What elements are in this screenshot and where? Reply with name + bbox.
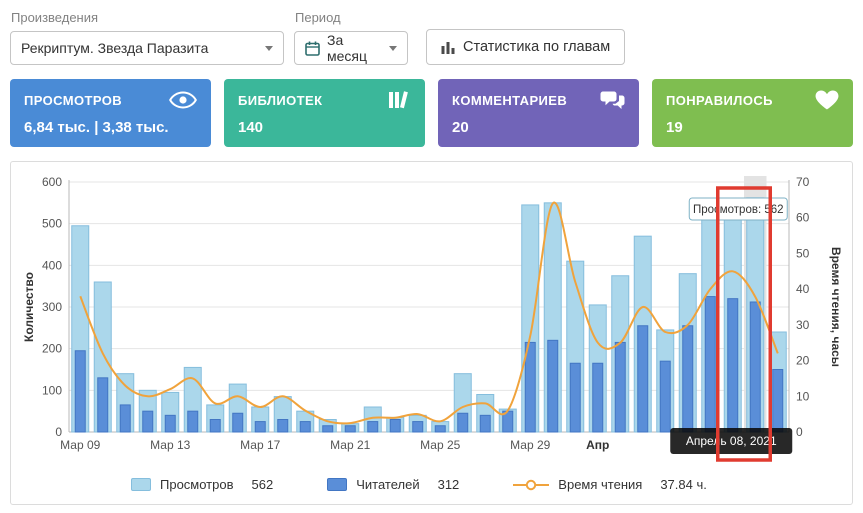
views-tooltip [688, 197, 788, 221]
heart-icon [815, 90, 839, 110]
period-select[interactable]: За месяц [294, 31, 408, 65]
readers-swatch [327, 478, 348, 491]
y-axis-left-title: Количество [22, 272, 36, 342]
svg-text:500: 500 [42, 217, 62, 231]
svg-text:60: 60 [796, 211, 810, 225]
views-card-title: ПРОСМОТРОВ [24, 92, 123, 108]
readers-bars[interactable] [74, 296, 784, 433]
legend-reading-time-label: Время чтения [558, 477, 643, 492]
legend-views-value: 562 [251, 477, 274, 492]
library-icon [388, 91, 411, 109]
svg-text:300: 300 [42, 300, 62, 314]
legend-readers-label: Читателей [356, 477, 420, 492]
svg-text:70: 70 [796, 175, 810, 189]
reading-time-line [79, 201, 779, 425]
x-tick-label: Мар 29 [510, 438, 550, 452]
views-card-value: 6,84 тыс. | 3,38 тыс. [24, 119, 169, 136]
x-tick-label: Мар 13 [150, 438, 190, 452]
chart-svg[interactable]: 0 100 200 300 400 500 600 0 10 20 30 40 50 60 70 Мар 09… [19, 170, 844, 466]
chart-panel: 0 100 200 300 400 500 600 0 10 20 30 40 50 60 70 Мар 09… [10, 161, 853, 505]
stat-card-libraries: БИБЛИОТЕК 140 [224, 79, 425, 147]
x-tick-label: Мар 09 [60, 438, 100, 452]
views-swatch [131, 478, 151, 491]
date-tooltip [670, 428, 793, 454]
stat-cards-row: ПРОСМОТРОВ 6,84 тыс. | 3,38 тыс. БИБЛИОТ… [0, 65, 863, 147]
views-tooltip-text: Просмотров: 562 [693, 204, 784, 216]
chart-legend: Просмотров 562 Читателей 312 Время чтени… [19, 477, 844, 492]
svg-text:30: 30 [796, 318, 810, 332]
svg-text:20: 20 [796, 354, 810, 368]
legend-item-reading-time[interactable]: Время чтения 37.84 ч. [513, 477, 707, 492]
likes-card-value: 19 [666, 119, 683, 136]
legend-readers-value: 312 [437, 477, 460, 492]
comments-card-title: КОММЕНТАРИЕВ [452, 92, 568, 108]
works-control: Произведения Рекриптум. Звезда Паразита [10, 8, 284, 65]
comments-card-value: 20 [452, 119, 469, 136]
libraries-card-value: 140 [238, 119, 264, 136]
eye-icon [169, 91, 197, 109]
calendar-icon [305, 41, 320, 56]
date-tooltip-text: Апрель 08, 2021 [686, 434, 777, 448]
svg-text:0: 0 [55, 425, 62, 439]
y-axis-right-title: Время чтения, часы [829, 247, 843, 367]
legend-views-label: Просмотров [160, 477, 234, 492]
works-select[interactable]: Рекриптум. Звезда Паразита [10, 31, 284, 65]
likes-card-title: ПОНРАВИЛОСЬ [666, 92, 773, 108]
spacer-label [427, 8, 625, 24]
comments-icon [600, 91, 625, 110]
views-bars[interactable] [71, 197, 787, 433]
svg-text:0: 0 [796, 425, 803, 439]
libraries-card-title: БИБЛИОТЕК [238, 92, 323, 108]
x-tick-label: Мар 25 [420, 438, 460, 452]
red-annotation-rect [716, 186, 772, 462]
filters-bar: Произведения Рекриптум. Звезда Паразита … [0, 0, 863, 65]
svg-text:400: 400 [42, 258, 62, 272]
x-tick-label: Мар 21 [330, 438, 370, 452]
period-label: Период [295, 10, 341, 25]
svg-text:200: 200 [42, 342, 62, 356]
stat-card-views: ПРОСМОТРОВ 6,84 тыс. | 3,38 тыс. [10, 79, 211, 147]
stat-card-comments: КОММЕНТАРИЕВ 20 [438, 79, 639, 147]
svg-text:100: 100 [42, 383, 62, 397]
works-label: Произведения [11, 10, 99, 25]
legend-item-readers[interactable]: Читателей 312 [327, 477, 459, 492]
chapters-stats-control: Статистика по главам [426, 6, 626, 65]
works-select-value: Рекриптум. Звезда Паразита [21, 40, 209, 56]
svg-text:40: 40 [796, 282, 810, 296]
x-tick-label: Апр [586, 438, 609, 452]
chevron-down-icon [389, 45, 397, 51]
chevron-down-icon [265, 45, 273, 51]
period-select-value: За месяц [327, 32, 368, 64]
svg-text:600: 600 [42, 175, 62, 189]
reading-time-swatch [513, 479, 550, 491]
svg-text:50: 50 [796, 246, 810, 260]
chapters-stats-button[interactable]: Статистика по главам [426, 29, 626, 65]
x-tick-label: Мар 17 [240, 438, 280, 452]
chapters-stats-button-label: Статистика по главам [463, 39, 611, 55]
period-control: Период За месяц [294, 8, 408, 65]
legend-reading-time-value: 37.84 ч. [660, 477, 707, 492]
svg-text:10: 10 [796, 389, 810, 403]
stat-card-likes: ПОНРАВИЛОСЬ 19 [652, 79, 853, 147]
bar-chart-icon [441, 40, 455, 54]
legend-item-views[interactable]: Просмотров 562 [131, 477, 273, 492]
